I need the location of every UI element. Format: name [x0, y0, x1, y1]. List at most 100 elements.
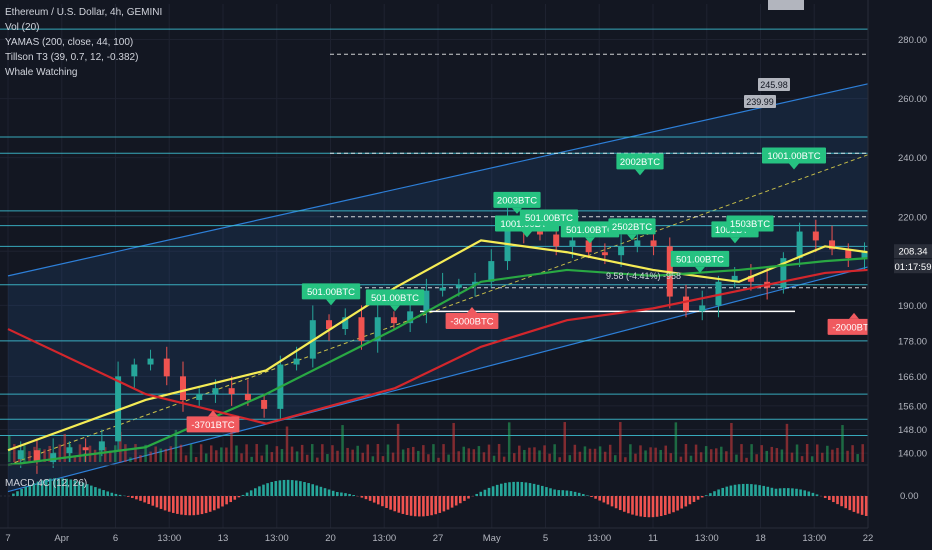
volume-bar [826, 445, 829, 462]
macd-histogram-bar [504, 482, 507, 496]
macd-histogram-bar [110, 492, 114, 496]
x-tick-label: 13:00 [587, 533, 611, 544]
volume-bar [316, 457, 319, 462]
y-tick-label: 190.00 [898, 301, 927, 312]
whale-bubble-pointer [849, 312, 859, 319]
volume-bar [422, 445, 425, 462]
y-tick-label: 140.00 [898, 449, 927, 460]
channel-upper-line [7, 83, 869, 277]
macd-histogram-bar [823, 496, 827, 499]
volume-bar [543, 445, 546, 462]
macd-histogram-bar [557, 490, 560, 496]
volume-bar [366, 444, 370, 462]
ma-line-red [7, 268, 869, 425]
candle-body [66, 447, 73, 454]
volume-bar [98, 447, 102, 462]
macd-histogram-bar [139, 496, 142, 501]
macd-histogram-bar [815, 494, 819, 496]
macd-histogram-bar [377, 496, 380, 505]
price-tag-box [758, 78, 790, 91]
volume-bar [174, 429, 178, 462]
volume-bar [442, 444, 445, 462]
volume-bar [603, 451, 607, 462]
whale-bubble-pointer [585, 237, 595, 244]
volume-bar [381, 456, 385, 462]
macd-histogram-bar [184, 496, 187, 516]
macd-histogram-bar [372, 496, 376, 503]
macd-histogram-bar [541, 485, 544, 496]
volume-bar [215, 450, 218, 462]
time-axis: 7 Apr 6 13:00 13 13:00 20 13:00 27 May 5 13:00 11 13:… [0, 527, 873, 550]
volume-bar [285, 426, 289, 462]
macd-histogram-bar [487, 487, 491, 496]
macd-histogram-bar [413, 496, 417, 517]
volume-bar [462, 446, 465, 462]
macd-histogram-bar [364, 496, 368, 500]
macd-label[interactable]: MACD 4C (12, 26) [5, 478, 88, 489]
macd-histogram-bar [262, 484, 265, 496]
whale-bubble-pointer [390, 305, 400, 312]
macd-histogram-bar [774, 488, 778, 496]
legend-whale[interactable]: Whale Watching [5, 67, 78, 78]
macd-histogram-bar [582, 494, 585, 496]
volume-bar [376, 444, 380, 462]
macd-histogram-bar [598, 496, 601, 501]
macd-histogram-bar [692, 496, 696, 502]
x-tick-label: 13:00 [157, 533, 181, 544]
macd-histogram-bar [352, 495, 355, 496]
macd-histogram-bar [237, 496, 241, 498]
whale-bubble-buy [493, 191, 541, 208]
candle-body [553, 234, 560, 247]
volume-bar [391, 452, 395, 462]
legend-tillson[interactable]: Tillson T3 (39, 0.7, 12, -0.382) [5, 52, 139, 63]
macd-histogram-bar [594, 496, 597, 499]
volume-bar [290, 446, 294, 462]
macd-histogram-bar [696, 496, 700, 500]
macd-histogram-bar [705, 495, 708, 496]
legend-yamas[interactable]: YAMAS (200, close, 44, 100) [5, 37, 134, 48]
candle-body [812, 231, 819, 241]
volume-bar [43, 449, 46, 462]
candle-body [699, 305, 706, 312]
x-tick-label: 5 [543, 533, 548, 544]
macd-histogram-bar [590, 496, 593, 498]
volume-bar [775, 448, 779, 462]
volume-bar [740, 444, 743, 462]
whale-bubble-label: 501.00BTC [307, 287, 355, 298]
legend-symbol[interactable]: Ethereum / U.S. Dollar, 4h, GEMINI [5, 7, 163, 18]
macd-histogram-bar [762, 485, 765, 496]
x-tick-label: 13:00 [265, 533, 289, 544]
macd-histogram-bar [495, 484, 499, 496]
macd-histogram-bar [836, 496, 839, 505]
volume-bar [704, 446, 708, 462]
macd-histogram-bar [274, 481, 278, 496]
macd-histogram-bar [340, 492, 343, 496]
volume-bar [235, 445, 238, 462]
volume-bar [528, 447, 531, 462]
whale-bubble-label: -2000BTC [832, 322, 875, 333]
legend-volume[interactable]: Vol (20) [5, 22, 40, 33]
macd-histogram-bar [467, 496, 470, 499]
macd-histogram-bar [852, 496, 856, 512]
macd-histogram-bar [856, 496, 860, 514]
whale-bubble-buy [670, 250, 730, 267]
macd-histogram-bar [196, 496, 200, 515]
candle-body [50, 453, 57, 463]
macd-histogram-bar [713, 491, 716, 496]
volume-bar [624, 457, 627, 462]
macd-histogram-bar [463, 496, 466, 501]
candle-body [131, 364, 138, 377]
whale-bubble-sell [186, 416, 240, 433]
macd-histogram-bar [418, 496, 421, 517]
volume-bar [210, 445, 213, 462]
volume-bar [720, 446, 723, 462]
macd-histogram-bar [401, 496, 405, 514]
macd-histogram-bar [114, 493, 118, 496]
macd-histogram-bar [106, 491, 109, 496]
macd-histogram-bar [635, 496, 638, 516]
macd-histogram-bar [16, 491, 19, 496]
macd-histogram-bar [163, 496, 167, 511]
volume-bar [149, 451, 152, 462]
volume-bar [821, 452, 824, 462]
